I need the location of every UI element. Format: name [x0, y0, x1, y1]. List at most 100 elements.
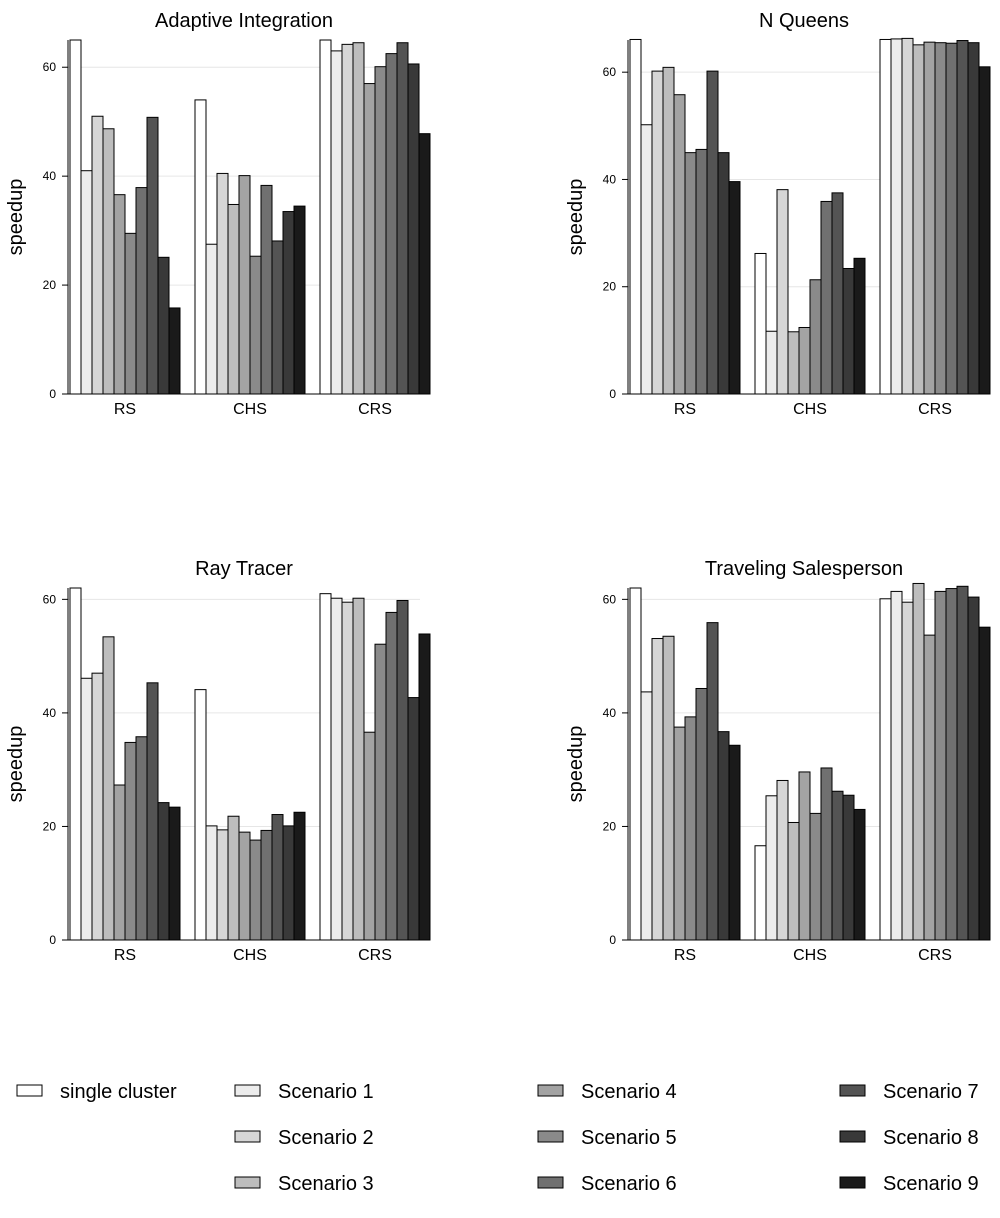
bar-rs-scenario-9	[168, 307, 181, 395]
bar-crs-scenario-8	[407, 697, 420, 941]
bar-chs-scenario-3	[787, 331, 800, 395]
bar-rs-scenario-4	[673, 94, 686, 395]
bar-crs-scenario-9	[418, 633, 431, 941]
y-tick-label: 0	[609, 387, 616, 401]
bar-rs-scenario-5	[684, 716, 697, 941]
x-tick-label: CRS	[358, 401, 392, 418]
bar-rs-scenario-3	[102, 636, 115, 941]
bar-crs-scenario-4	[363, 731, 376, 941]
bar-rs-scenario-1	[80, 170, 93, 395]
legend-swatch	[839, 1084, 866, 1097]
y-tick-label: 60	[603, 592, 617, 606]
chart-panel-traveling-salesperson: Traveling Salesperson 0 20 40 60 speedup RS CHS…	[565, 558, 991, 964]
bar-chs-scenario-1	[765, 330, 778, 395]
bar-crs-single-cluster	[879, 38, 892, 395]
bar-chs-scenario-2	[776, 189, 789, 395]
bar-chs-single-cluster	[194, 99, 207, 395]
bar-crs-scenario-3	[912, 582, 925, 941]
bar-rs-scenario-3	[662, 66, 675, 395]
legend-label: Scenario 5	[581, 1127, 677, 1149]
bar-chs-scenario-5	[249, 839, 262, 941]
bar-rs-scenario-1	[640, 124, 653, 395]
bar-rs-scenario-7	[146, 116, 159, 395]
bar-chs-scenario-4	[798, 326, 811, 395]
chart-title: N Queens	[759, 10, 849, 32]
bar-rs-scenario-8	[717, 152, 730, 395]
bar-crs-single-cluster	[879, 598, 892, 941]
bar-rs-scenario-4	[113, 784, 126, 941]
legend-swatch	[16, 1084, 43, 1097]
bar-chs-scenario-4	[238, 831, 251, 941]
bar-rs-scenario-4	[113, 194, 126, 395]
bar-crs-scenario-5	[934, 42, 947, 395]
y-axis-label: speedup	[5, 726, 27, 803]
x-tick-label: CHS	[793, 401, 827, 418]
bar-crs-scenario-1	[890, 590, 903, 941]
bar-chs-scenario-6	[260, 829, 273, 941]
bar-chs-scenario-7	[831, 790, 844, 941]
chart-title: Adaptive Integration	[155, 10, 333, 32]
bar-crs-scenario-7	[396, 42, 409, 395]
chart-panel-n-queens: N Queens 0 20 40 60 speedup RS CHS CRS	[565, 10, 991, 418]
bar-chs-scenario-2	[776, 779, 789, 941]
x-tick-label: CRS	[918, 947, 952, 964]
bar-crs-scenario-5	[934, 590, 947, 941]
bar-chs-scenario-9	[293, 811, 306, 941]
bar-crs-scenario-5	[374, 643, 387, 941]
x-tick-label: CHS	[233, 947, 267, 964]
legend-item-scenario-2: Scenario 2	[234, 1127, 374, 1149]
bar-rs-scenario-5	[124, 741, 137, 941]
y-tick-label: 0	[49, 387, 56, 401]
bar-crs-single-cluster	[319, 39, 332, 395]
bar-chs-scenario-6	[820, 767, 833, 941]
legend-swatch	[234, 1084, 261, 1097]
legend-item-scenario-8: Scenario 8	[839, 1127, 979, 1149]
legend-label: Scenario 4	[581, 1081, 677, 1103]
bar-rs-scenario-3	[102, 128, 115, 395]
legend-item-scenario-7: Scenario 7	[839, 1081, 979, 1103]
y-tick-label: 0	[609, 933, 616, 947]
bar-crs-scenario-8	[967, 596, 980, 941]
bar-rs-scenario-6	[695, 687, 708, 941]
bar-chs-scenario-6	[260, 184, 273, 395]
bar-crs-scenario-5	[374, 66, 387, 395]
y-axis-label: speedup	[565, 179, 587, 256]
chart-title: Ray Tracer	[195, 558, 293, 580]
bar-chs-scenario-5	[249, 255, 262, 395]
x-tick-label: RS	[674, 401, 696, 418]
bar-rs-scenario-6	[695, 148, 708, 395]
bar-chs-scenario-6	[820, 200, 833, 395]
legend-item-scenario-9: Scenario 9	[839, 1173, 979, 1195]
bar-crs-scenario-9	[978, 626, 991, 941]
bar-chs-scenario-8	[842, 794, 855, 941]
bar-crs-scenario-8	[407, 63, 420, 395]
y-tick-label: 60	[603, 65, 617, 79]
bar-rs-scenario-8	[717, 731, 730, 941]
legend-item-scenario-3: Scenario 3	[234, 1173, 374, 1195]
bar-rs-scenario-6	[135, 736, 148, 941]
bar-rs-scenario-9	[728, 181, 741, 395]
bar-crs-scenario-4	[923, 41, 936, 395]
bar-rs-scenario-2	[651, 70, 664, 395]
legend-swatch	[234, 1176, 261, 1189]
chart-panel-adaptive-integration: Adaptive Integration 0 20 40 60 speedup RS CHS C…	[5, 10, 431, 418]
bar-crs-scenario-2	[901, 37, 914, 395]
legend-label: Scenario 9	[883, 1173, 979, 1195]
bar-chs-scenario-8	[282, 211, 295, 395]
x-tick-label: RS	[114, 947, 136, 964]
legend-item-scenario-4: Scenario 4	[537, 1081, 677, 1103]
bar-rs-single-cluster	[69, 587, 82, 941]
bar-rs-single-cluster	[629, 38, 642, 395]
y-tick-label: 20	[603, 280, 617, 294]
bar-rs-scenario-9	[168, 806, 181, 941]
bar-crs-scenario-6	[385, 611, 398, 941]
legend-label: single cluster	[60, 1081, 177, 1103]
legend-swatch	[537, 1130, 564, 1143]
bar-rs-single-cluster	[629, 587, 642, 941]
bar-chs-scenario-1	[205, 825, 218, 941]
bar-rs-single-cluster	[69, 39, 82, 395]
bar-rs-scenario-8	[157, 802, 170, 941]
bar-crs-scenario-3	[912, 44, 925, 395]
bar-crs-scenario-7	[956, 585, 969, 941]
bar-chs-scenario-4	[238, 175, 251, 395]
